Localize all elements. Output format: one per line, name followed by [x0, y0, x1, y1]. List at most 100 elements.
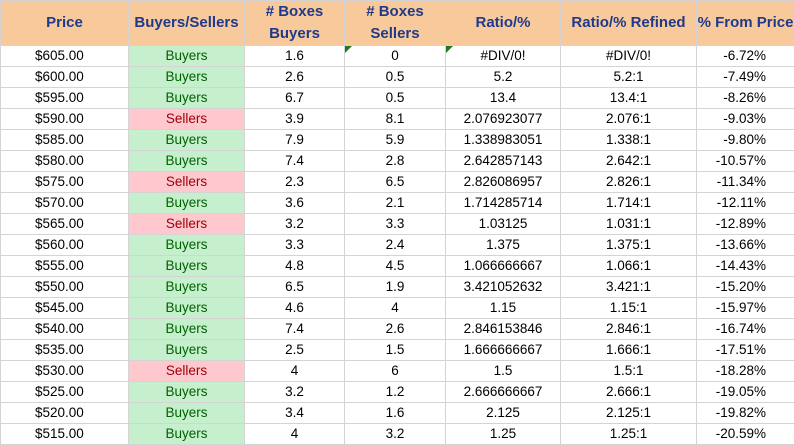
ratio-cell[interactable]: 1.375: [446, 235, 561, 256]
boxes-sellers-cell[interactable]: 3.2: [345, 424, 446, 445]
boxes-buyers-cell[interactable]: 4.6: [245, 298, 345, 319]
boxes-sellers-cell[interactable]: 4: [345, 298, 446, 319]
from-price-cell[interactable]: -11.34%: [697, 172, 794, 193]
boxes-buyers-cell[interactable]: 4.8: [245, 256, 345, 277]
price-cell[interactable]: $560.00: [1, 235, 129, 256]
boxes-buyers-cell[interactable]: 3.2: [245, 382, 345, 403]
side-cell[interactable]: Sellers: [129, 361, 245, 382]
from-price-cell[interactable]: -17.51%: [697, 340, 794, 361]
side-cell[interactable]: Buyers: [129, 319, 245, 340]
boxes-buyers-cell[interactable]: 4: [245, 424, 345, 445]
boxes-sellers-cell[interactable]: 2.8: [345, 151, 446, 172]
ratio-cell[interactable]: 2.666666667: [446, 382, 561, 403]
ratio-cell[interactable]: #DIV/0!: [446, 46, 561, 67]
ratio-refined-cell[interactable]: 2.076:1: [561, 109, 697, 130]
price-cell[interactable]: $545.00: [1, 298, 129, 319]
boxes-sellers-cell[interactable]: 5.9: [345, 130, 446, 151]
boxes-buyers-cell[interactable]: 3.2: [245, 214, 345, 235]
ratio-cell[interactable]: 2.846153846: [446, 319, 561, 340]
ratio-refined-cell[interactable]: 1.031:1: [561, 214, 697, 235]
price-cell[interactable]: $520.00: [1, 403, 129, 424]
price-cell[interactable]: $515.00: [1, 424, 129, 445]
side-cell[interactable]: Buyers: [129, 277, 245, 298]
ratio-refined-cell[interactable]: 1.666:1: [561, 340, 697, 361]
from-price-cell[interactable]: -14.43%: [697, 256, 794, 277]
boxes-sellers-cell[interactable]: 4.5: [345, 256, 446, 277]
boxes-sellers-cell[interactable]: 8.1: [345, 109, 446, 130]
price-cell[interactable]: $555.00: [1, 256, 129, 277]
side-cell[interactable]: Buyers: [129, 46, 245, 67]
boxes-sellers-cell[interactable]: 2.6: [345, 319, 446, 340]
ratio-refined-cell[interactable]: 1.5:1: [561, 361, 697, 382]
side-cell[interactable]: Buyers: [129, 403, 245, 424]
ratio-refined-cell[interactable]: 2.846:1: [561, 319, 697, 340]
ratio-cell[interactable]: 1.066666667: [446, 256, 561, 277]
boxes-buyers-cell[interactable]: 7.4: [245, 319, 345, 340]
price-cell[interactable]: $570.00: [1, 193, 129, 214]
ratio-cell[interactable]: 1.666666667: [446, 340, 561, 361]
from-price-cell[interactable]: -18.28%: [697, 361, 794, 382]
price-cell[interactable]: $565.00: [1, 214, 129, 235]
side-cell[interactable]: Sellers: [129, 214, 245, 235]
ratio-cell[interactable]: 2.125: [446, 403, 561, 424]
boxes-buyers-cell[interactable]: 3.6: [245, 193, 345, 214]
price-cell[interactable]: $595.00: [1, 88, 129, 109]
from-price-cell[interactable]: -12.11%: [697, 193, 794, 214]
header-buyers-sellers[interactable]: Buyers/Sellers: [129, 1, 245, 46]
ratio-cell[interactable]: 5.2: [446, 67, 561, 88]
price-cell[interactable]: $525.00: [1, 382, 129, 403]
price-cell[interactable]: $550.00: [1, 277, 129, 298]
from-price-cell[interactable]: -19.82%: [697, 403, 794, 424]
from-price-cell[interactable]: -16.74%: [697, 319, 794, 340]
price-cell[interactable]: $580.00: [1, 151, 129, 172]
from-price-cell[interactable]: -6.72%: [697, 46, 794, 67]
price-cell[interactable]: $600.00: [1, 67, 129, 88]
side-cell[interactable]: Buyers: [129, 382, 245, 403]
ratio-cell[interactable]: 13.4: [446, 88, 561, 109]
side-cell[interactable]: Buyers: [129, 424, 245, 445]
from-price-cell[interactable]: -15.97%: [697, 298, 794, 319]
side-cell[interactable]: Buyers: [129, 193, 245, 214]
ratio-refined-cell[interactable]: 1.375:1: [561, 235, 697, 256]
header-ratio-refined[interactable]: Ratio/% Refined: [561, 1, 697, 46]
side-cell[interactable]: Buyers: [129, 130, 245, 151]
boxes-sellers-cell[interactable]: 6.5: [345, 172, 446, 193]
header-price[interactable]: Price: [1, 1, 129, 46]
boxes-buyers-cell[interactable]: 7.4: [245, 151, 345, 172]
price-cell[interactable]: $535.00: [1, 340, 129, 361]
from-price-cell[interactable]: -20.59%: [697, 424, 794, 445]
from-price-cell[interactable]: -10.57%: [697, 151, 794, 172]
ratio-cell[interactable]: 1.25: [446, 424, 561, 445]
boxes-buyers-cell[interactable]: 2.5: [245, 340, 345, 361]
side-cell[interactable]: Buyers: [129, 88, 245, 109]
ratio-cell[interactable]: 3.421052632: [446, 277, 561, 298]
boxes-sellers-cell[interactable]: 1.6: [345, 403, 446, 424]
ratio-cell[interactable]: 1.03125: [446, 214, 561, 235]
boxes-sellers-cell[interactable]: 0.5: [345, 67, 446, 88]
from-price-cell[interactable]: -9.03%: [697, 109, 794, 130]
side-cell[interactable]: Buyers: [129, 235, 245, 256]
boxes-sellers-cell[interactable]: 1.2: [345, 382, 446, 403]
ratio-refined-cell[interactable]: 13.4:1: [561, 88, 697, 109]
ratio-refined-cell[interactable]: 3.421:1: [561, 277, 697, 298]
ratio-cell[interactable]: 2.076923077: [446, 109, 561, 130]
ratio-refined-cell[interactable]: 2.666:1: [561, 382, 697, 403]
side-cell[interactable]: Buyers: [129, 151, 245, 172]
ratio-refined-cell[interactable]: 1.15:1: [561, 298, 697, 319]
from-price-cell[interactable]: -15.20%: [697, 277, 794, 298]
boxes-buyers-cell[interactable]: 6.5: [245, 277, 345, 298]
side-cell[interactable]: Sellers: [129, 172, 245, 193]
boxes-sellers-cell[interactable]: 6: [345, 361, 446, 382]
boxes-buyers-cell[interactable]: 1.6: [245, 46, 345, 67]
side-cell[interactable]: Buyers: [129, 298, 245, 319]
header-ratio[interactable]: Ratio/%: [446, 1, 561, 46]
from-price-cell[interactable]: -19.05%: [697, 382, 794, 403]
boxes-buyers-cell[interactable]: 2.6: [245, 67, 345, 88]
price-cell[interactable]: $540.00: [1, 319, 129, 340]
ratio-cell[interactable]: 2.642857143: [446, 151, 561, 172]
ratio-refined-cell[interactable]: 1.25:1: [561, 424, 697, 445]
ratio-cell[interactable]: 2.826086957: [446, 172, 561, 193]
from-price-cell[interactable]: -7.49%: [697, 67, 794, 88]
